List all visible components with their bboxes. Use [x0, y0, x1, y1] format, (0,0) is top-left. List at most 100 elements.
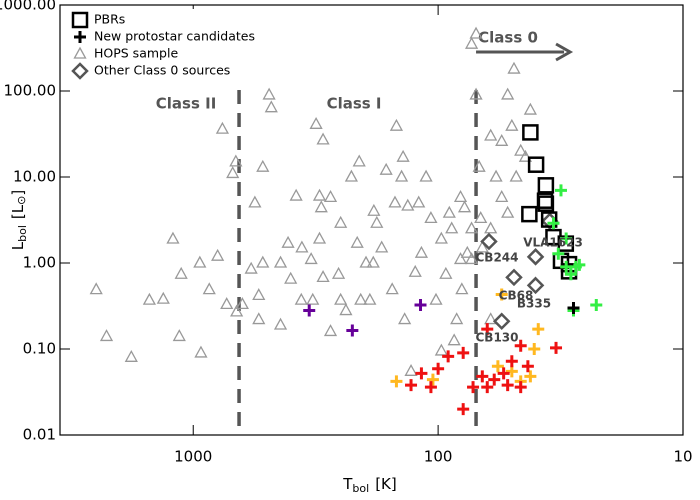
- hops-marker: [193, 255, 207, 268]
- hops-marker: [215, 121, 230, 134]
- pbr-marker: [537, 177, 555, 194]
- candidate-marker: [415, 367, 428, 380]
- candidate-marker: [590, 298, 603, 311]
- hops-marker: [312, 231, 327, 244]
- hops-marker: [244, 261, 258, 274]
- hops-marker: [350, 235, 364, 248]
- hops-marker: [367, 203, 381, 216]
- x-tick-label: 10: [673, 448, 692, 466]
- hops-marker: [124, 349, 138, 362]
- hops-marker: [434, 343, 448, 356]
- hops-marker: [172, 329, 186, 342]
- hops-marker: [339, 303, 353, 316]
- hops-marker: [455, 282, 469, 295]
- candidate-marker: [567, 301, 580, 314]
- class0-marker: [492, 312, 511, 331]
- candidate-marker: [303, 304, 316, 317]
- class0-marker: [480, 232, 498, 251]
- plot-frame: [59, 4, 684, 436]
- hops-marker: [509, 169, 523, 182]
- hops-marker: [295, 240, 309, 253]
- hops-marker: [284, 271, 298, 284]
- legend-label: HOPS sample: [94, 46, 178, 61]
- hops-marker: [442, 205, 456, 218]
- hops-marker: [398, 312, 412, 325]
- hops-marker: [385, 282, 399, 295]
- candidate-marker: [532, 323, 545, 336]
- hops-marker: [472, 159, 486, 172]
- candidate-marker: [481, 323, 494, 336]
- legend-label: New protostar candidates: [94, 29, 255, 44]
- hops-marker: [142, 292, 157, 305]
- hops-marker: [474, 211, 488, 224]
- hops-marker: [166, 231, 180, 244]
- hops-marker: [379, 162, 393, 175]
- hops-marker: [352, 154, 366, 167]
- candidate-marker: [524, 370, 537, 383]
- candidate-marker: [547, 217, 560, 230]
- candidate-marker: [346, 324, 359, 337]
- y-label-rest: [L: [9, 204, 27, 219]
- hops-marker: [344, 169, 359, 182]
- hops-marker: [388, 195, 402, 208]
- class0-marker: [505, 268, 523, 287]
- hops-marker: [450, 312, 464, 325]
- hops-marker: [211, 248, 225, 261]
- hops-marker: [256, 159, 270, 172]
- pbr-marker: [521, 205, 538, 223]
- candidate-marker: [497, 367, 510, 380]
- candidate-marker: [476, 370, 489, 383]
- candidate-marker: [426, 373, 439, 386]
- candidate-marker: [514, 339, 527, 352]
- candidate-marker: [514, 381, 527, 394]
- candidate-marker: [550, 341, 563, 354]
- candidate-marker: [521, 360, 534, 373]
- hops-marker: [484, 221, 498, 234]
- hops-marker: [281, 235, 295, 248]
- hops-marker: [226, 166, 240, 179]
- hops-marker: [404, 363, 418, 376]
- candidate-marker: [481, 381, 494, 394]
- hops-marker: [220, 297, 234, 310]
- hops-marker: [273, 317, 288, 330]
- hops-marker: [389, 118, 404, 131]
- hops-marker: [262, 87, 276, 100]
- pbr-marker: [537, 195, 555, 212]
- x-axis-label: Tbol [K]: [342, 475, 397, 496]
- hops-marker: [306, 292, 320, 305]
- hops-marker: [99, 329, 114, 342]
- candidate-marker: [505, 365, 518, 378]
- hops-marker: [354, 292, 368, 305]
- hops-marker: [464, 221, 479, 234]
- hops-marker: [323, 324, 338, 337]
- candidate-marker: [488, 373, 501, 386]
- hops-marker: [230, 304, 244, 317]
- candidate-marker: [573, 258, 586, 271]
- hops-marker: [314, 200, 328, 213]
- source-label: CB68: [499, 289, 534, 303]
- hops-marker: [334, 292, 348, 305]
- hops-marker: [359, 255, 373, 268]
- hops-marker: [412, 195, 426, 208]
- y-tick-label: 1000.00: [0, 0, 56, 14]
- candidate-marker: [564, 268, 577, 281]
- legend-label: Other Class 0 sources: [94, 63, 230, 78]
- hops-marker: [501, 87, 515, 100]
- hops-marker: [252, 288, 266, 301]
- candidate-marker: [495, 288, 508, 301]
- y-tick-label: 10.00: [13, 168, 56, 186]
- candidate-marker: [457, 346, 470, 359]
- y-tick-label: 1.00: [23, 254, 56, 272]
- hops-marker: [460, 245, 474, 258]
- y-label-sub: bol: [16, 225, 29, 242]
- hops-marker: [469, 87, 483, 100]
- hops-marker: [429, 292, 443, 305]
- candidate-marker: [424, 381, 437, 394]
- hops-marker: [156, 291, 170, 304]
- y-label-symbol: ⊙: [15, 196, 28, 205]
- hops-marker: [484, 128, 498, 141]
- hops-marker: [289, 188, 303, 201]
- hops-marker: [495, 133, 509, 146]
- hops-marker: [445, 221, 459, 234]
